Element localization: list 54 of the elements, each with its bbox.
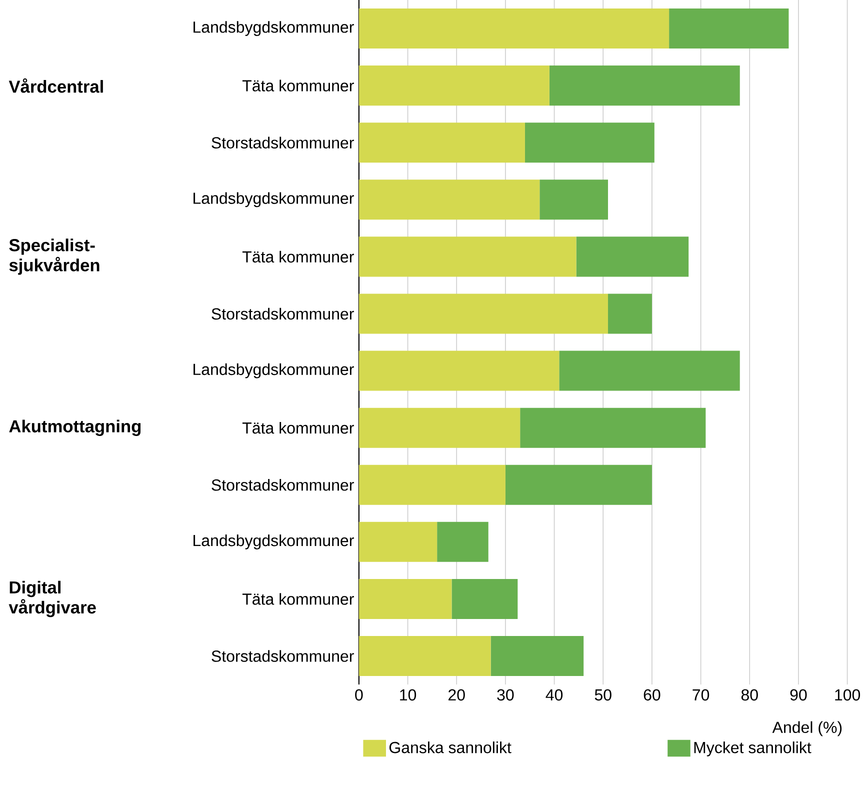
x-tick-label: 80	[741, 689, 758, 701]
text: Digital vårdgivare	[8, 581, 96, 618]
x-tick-label: 70	[692, 689, 710, 701]
y-tick-label: Landsbygdskommuner	[194, 534, 354, 550]
y-tick-label: Täta kommuner	[242, 593, 354, 606]
bar	[358, 579, 452, 620]
x-tick-label: 40	[546, 689, 563, 701]
x-tick-label: 60	[644, 689, 660, 701]
text: Akutmottagning	[9, 420, 141, 436]
bar	[559, 350, 740, 391]
bar	[549, 66, 740, 106]
x-tick-label: 100	[835, 689, 860, 701]
bar	[358, 294, 608, 334]
legend-label: Ganska sannolikt	[389, 742, 512, 754]
y-tick-label: Storstadskommuner	[212, 136, 354, 149]
y-tick-label: Storstadskommuner	[212, 479, 354, 491]
bar	[576, 236, 689, 277]
bar	[452, 579, 518, 620]
x-tick-label: 10	[400, 689, 416, 701]
y-tick-label: Täta kommuner	[242, 422, 354, 434]
x-axis-title: Andel (%)	[772, 721, 842, 736]
legend-label: Mycket sannolikt	[694, 742, 812, 757]
bar	[358, 66, 550, 106]
bar	[358, 180, 540, 220]
text: Specialist-sjukvården	[9, 238, 100, 275]
x-tick-label: 90	[790, 689, 807, 701]
bar	[669, 8, 789, 49]
x-tick-label: 50	[594, 689, 612, 701]
x-tick-label: 30	[497, 689, 514, 701]
text: Vårdcentral	[8, 78, 103, 93]
y-tick-label: Landsbygdskommuner	[194, 192, 354, 208]
bar	[524, 122, 654, 163]
bar	[358, 465, 506, 506]
bar	[520, 408, 706, 448]
bar	[358, 122, 525, 163]
bar	[608, 294, 652, 334]
y-tick-label: Landsbygdskommuner	[194, 21, 354, 36]
y-tick-label: Täta kommuner	[242, 251, 354, 263]
bar	[358, 8, 670, 49]
y-tick-label: Landsbygdskommuner	[194, 364, 354, 378]
x-tick-label: 0	[355, 689, 363, 701]
y-tick-label: Storstadskommuner	[212, 650, 354, 662]
bar	[505, 465, 652, 506]
bar	[437, 522, 488, 562]
bar	[540, 180, 608, 220]
bar	[358, 636, 491, 676]
bar	[358, 522, 438, 562]
bar	[358, 350, 560, 391]
bar	[490, 636, 584, 676]
y-tick-label: Täta kommuner	[242, 80, 354, 92]
bar	[358, 236, 576, 277]
bar	[358, 408, 520, 448]
x-tick-label: 20	[448, 689, 465, 701]
y-tick-label: Storstadskommuner	[212, 308, 354, 320]
